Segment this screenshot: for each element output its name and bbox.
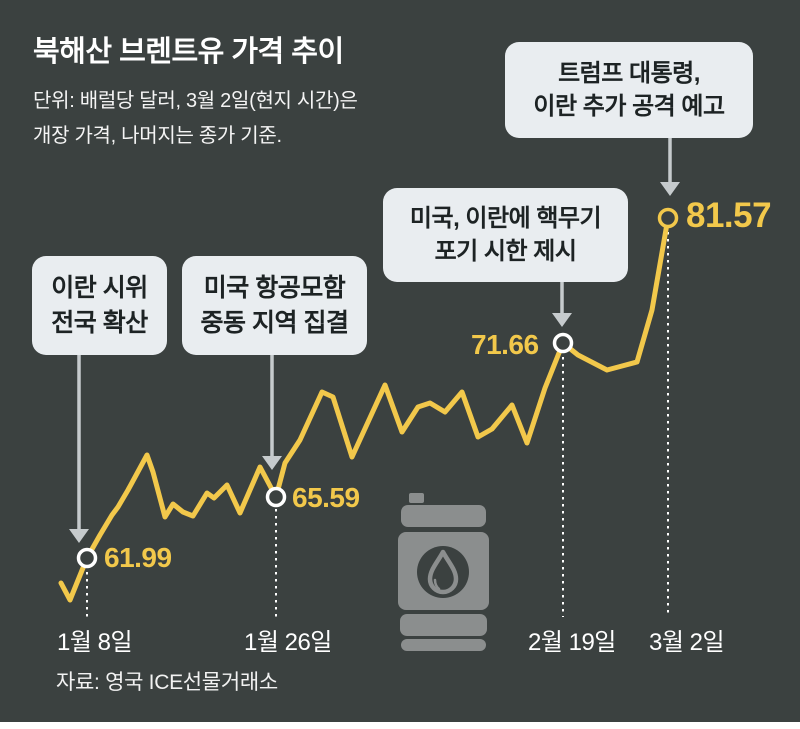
x-axis-label-jan26: 1월 26일	[244, 629, 332, 656]
page-title: 북해산 브렌트유 가격 추이	[33, 36, 344, 68]
value-label-jan8: 61.99	[104, 542, 172, 573]
callout-trump-warning: 트럼프 대통령, 이란 추가 공격 예고	[505, 42, 753, 138]
data-point-marker-1	[265, 486, 287, 508]
callout-text: 전국 확산	[51, 308, 148, 337]
subtitle-line-1: 단위: 배럴당 달러, 3월 2일(현지 시간)은	[33, 90, 358, 112]
callout-text: 이란 시위	[51, 274, 148, 302]
value-label-mar2: 81.57	[686, 196, 772, 235]
callout-text: 이란 추가 공격 예고	[533, 93, 725, 120]
data-point-marker-0	[76, 547, 98, 569]
callout-text: 포기 시한 제시	[434, 238, 577, 265]
arrow-down-icon-2	[552, 313, 572, 327]
callout-text: 트럼프 대통령,	[558, 59, 700, 87]
x-axis-label-mar2: 3월 2일	[649, 629, 725, 656]
value-label-jan26: 65.59	[292, 482, 360, 513]
arrow-down-icon-1	[262, 456, 282, 470]
callout-us-carrier: 미국 항공모함 중동 지역 집결	[182, 256, 367, 355]
source-credit: 자료: 영국 ICE선물거래소	[56, 671, 278, 694]
oil-barrel-icon	[398, 493, 489, 651]
oil-droplet-icon	[427, 549, 459, 595]
arrow-down-icon-0	[69, 529, 89, 543]
callout-text: 미국 항공모함	[203, 274, 346, 302]
data-point-marker-3	[657, 207, 679, 229]
callout-iran-protests: 이란 시위 전국 확산	[32, 256, 167, 355]
callout-text: 중동 지역 집결	[200, 308, 349, 337]
price-line	[58, 215, 671, 603]
callout-text: 미국, 이란에 핵무기	[409, 204, 602, 232]
x-axis-label-feb19: 2월 19일	[528, 629, 616, 656]
subtitle-line-2: 개장 가격, 나머지는 종가 기준.	[33, 124, 282, 147]
x-axis-label-jan8: 1월 8일	[57, 629, 133, 656]
arrow-down-icon-3	[660, 182, 680, 196]
data-point-marker-2	[552, 332, 574, 354]
chart-subtitle: 단위: 배럴당 달러, 3월 2일(현지 시간)은 개장 가격, 나머지는 종가…	[33, 84, 358, 153]
value-label-feb19: 71.66	[471, 329, 539, 360]
callout-nuclear-deadline: 미국, 이란에 핵무기 포기 시한 제시	[383, 188, 628, 282]
